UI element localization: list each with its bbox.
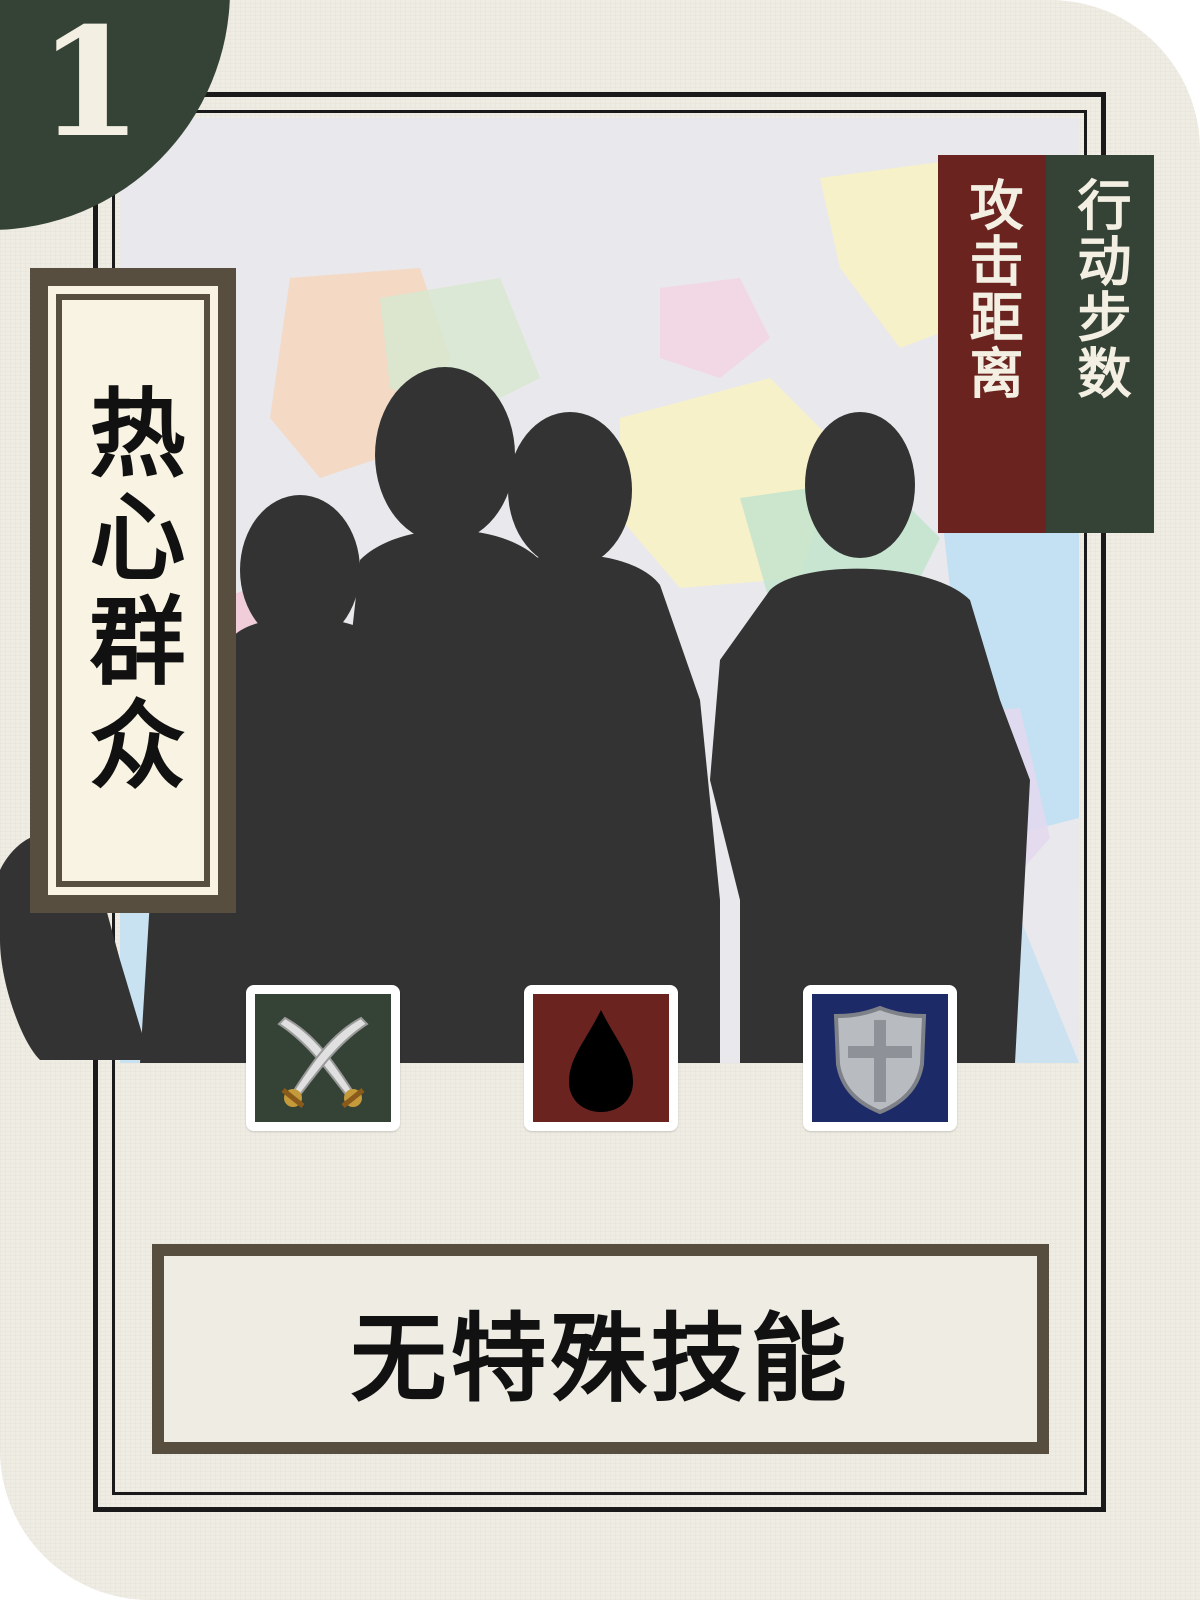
skill-plate-panel: 无特殊技能	[164, 1256, 1037, 1442]
defense-icon-bg	[812, 994, 948, 1122]
cost-number: 1	[38, 0, 143, 171]
blood-icon-box	[524, 985, 678, 1131]
name-plate-panel: 热心群众	[48, 286, 218, 895]
blood-drop-icon	[569, 1010, 633, 1112]
skill-text: 无特殊技能	[350, 1302, 851, 1415]
attack-icon-bg	[255, 994, 391, 1122]
card-artwork-map	[120, 118, 1079, 1063]
move-steps-tag: 行动步数	[1046, 155, 1154, 533]
blood-icon-bg	[533, 994, 669, 1122]
move-steps-label: 行动步数	[1068, 177, 1132, 401]
skill-plate: 无特殊技能	[152, 1244, 1049, 1454]
attack-range-label: 攻击距离	[960, 177, 1024, 401]
card-name: 热心群众	[73, 383, 186, 799]
crossed-swords-icon	[277, 1016, 369, 1108]
name-plate: 热心群众	[30, 268, 236, 913]
attack-icon-box	[246, 985, 400, 1131]
attack-range-tag: 攻击距离	[938, 155, 1046, 533]
shield-icon	[833, 1005, 927, 1115]
defense-icon-box	[803, 985, 957, 1131]
